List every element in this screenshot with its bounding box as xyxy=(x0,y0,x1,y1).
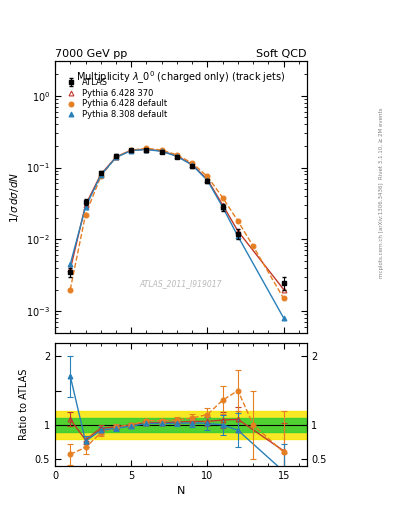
Y-axis label: Ratio to ATLAS: Ratio to ATLAS xyxy=(19,369,29,440)
X-axis label: N: N xyxy=(176,486,185,496)
Text: Multiplicity $\lambda\_0^0$ (charged only) (track jets): Multiplicity $\lambda\_0^0$ (charged onl… xyxy=(76,70,286,86)
Text: Soft QCD: Soft QCD xyxy=(256,49,307,59)
Text: ATLAS_2011_I919017: ATLAS_2011_I919017 xyxy=(140,280,222,288)
Y-axis label: $1/\sigma\, d\sigma/dN$: $1/\sigma\, d\sigma/dN$ xyxy=(7,172,20,223)
Bar xyxy=(55,411,307,438)
Text: 7000 GeV pp: 7000 GeV pp xyxy=(55,49,127,59)
Bar xyxy=(55,418,307,432)
Text: mcplots.cern.ch [arXiv:1306.3436]: mcplots.cern.ch [arXiv:1306.3436] xyxy=(379,183,384,278)
Legend: ATLAS, Pythia 6.428 370, Pythia 6.428 default, Pythia 8.308 default: ATLAS, Pythia 6.428 370, Pythia 6.428 de… xyxy=(62,76,169,121)
Text: Rivet 3.1.10, ≥ 2M events: Rivet 3.1.10, ≥ 2M events xyxy=(379,108,384,179)
